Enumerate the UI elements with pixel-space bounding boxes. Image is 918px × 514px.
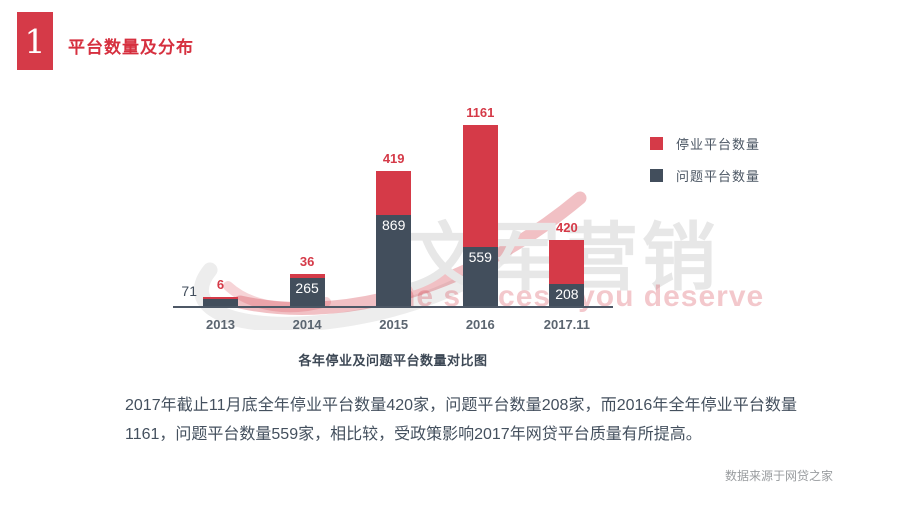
value-label-closed: 419 (382, 151, 405, 166)
bar-group: 1161 559 (462, 105, 498, 306)
value-label-problem: 559 (468, 249, 492, 265)
bar-segment-closed (289, 274, 325, 278)
value-label-closed: 36 (299, 254, 315, 269)
bar-group: 419 869 (376, 151, 412, 306)
legend-swatch-icon (650, 137, 663, 150)
data-source-note: 数据来源于网贷之家 (724, 469, 833, 483)
bar-group: 420 208 (549, 220, 585, 306)
x-axis-tick-label: 2017.11 (543, 317, 591, 332)
value-label-problem: 265 (295, 280, 319, 296)
value-label-closed: 1161 (466, 105, 495, 120)
legend-label: 停业平台数量 (676, 137, 761, 152)
legend-item: 停业平台数量 (650, 134, 760, 153)
legend-label: 问题平台数量 (676, 169, 761, 184)
bar-segment-problem (289, 278, 325, 306)
value-label-problem: 869 (382, 217, 406, 233)
chart-caption: 各年停业及问题平台数量对比图 (298, 353, 488, 368)
bar-group: 6 71 (181, 277, 238, 306)
bar-segment-problem (462, 247, 498, 306)
value-label-problem: 208 (555, 286, 579, 302)
x-axis-tick-label: 2016 (465, 317, 495, 332)
x-axis-tick-label: 2015 (379, 317, 409, 332)
summary-paragraph: 2017年截止11月底全年停业平台数量420家，问题平台数量208家，而2016… (125, 397, 797, 443)
bar-segment-problem (376, 215, 412, 306)
x-axis-tick-label: 2013 (206, 317, 235, 332)
legend-swatch-icon (650, 169, 663, 182)
value-label-closed: 420 (556, 220, 578, 235)
bar-group: 36 265 (289, 254, 325, 306)
page-title: 平台数量及分布 (68, 38, 194, 57)
bar-segment-closed (376, 171, 412, 215)
bar-segment-problem (203, 299, 238, 306)
plot-area: 6 71 2013 36 265 2014 419 869 2015 1161 559 2016 420… (173, 96, 613, 332)
bar-segment-closed (462, 125, 498, 247)
value-label-closed: 6 (216, 277, 225, 292)
x-axis-tick-label: 2014 (292, 317, 322, 332)
section-number-badge: 1 (17, 12, 53, 70)
value-label-problem: 71 (181, 283, 197, 299)
bar-segment-problem (549, 284, 585, 306)
bar-segment-closed (203, 297, 238, 299)
legend-item: 问题平台数量 (650, 166, 760, 185)
chart-legend: 停业平台数量 问题平台数量 (650, 134, 760, 198)
bar-segment-closed (549, 240, 585, 284)
